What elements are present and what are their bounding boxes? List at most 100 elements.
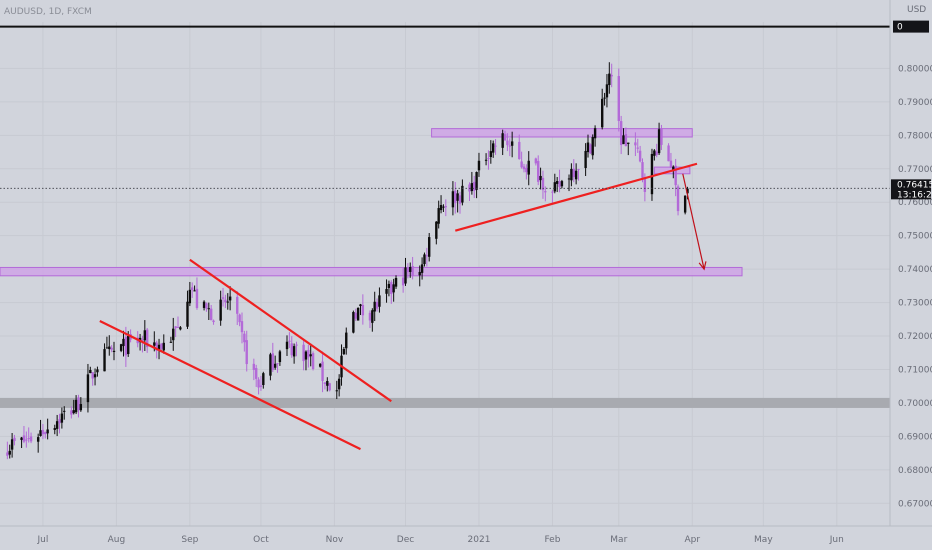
candle-body: [643, 178, 647, 192]
candle-body: [174, 326, 177, 329]
candle-body: [63, 410, 66, 412]
resistance-zone: [431, 128, 693, 138]
candle-body: [221, 297, 225, 299]
candle-body: [669, 160, 673, 168]
support-zone: [0, 266, 743, 277]
candle-body: [257, 379, 260, 388]
candle-body: [70, 410, 73, 415]
candle-body: [567, 178, 571, 180]
candle-body: [13, 437, 16, 442]
x-tick-label: Aug: [108, 535, 126, 545]
candle-body: [361, 304, 365, 316]
candle-body: [124, 336, 128, 356]
candle-body: [103, 349, 106, 372]
candle-body: [243, 333, 246, 343]
x-tick-label: Jun: [829, 535, 844, 545]
candle-body: [534, 158, 538, 164]
candle-body: [477, 160, 481, 171]
candle-body: [219, 299, 222, 321]
candle-body: [212, 320, 215, 323]
candle-body: [352, 312, 355, 333]
candle-body: [288, 340, 291, 342]
candle-body: [278, 351, 282, 363]
candle-body: [285, 341, 289, 350]
candle-body: [458, 195, 462, 204]
candle-body: [46, 429, 49, 434]
y-tick-label: 0.70000: [898, 399, 932, 409]
x-tick-label: Jul: [36, 535, 48, 545]
candle-body: [309, 354, 312, 357]
candle-body: [58, 419, 61, 424]
candle-body: [406, 267, 410, 273]
candle-body: [375, 301, 379, 309]
candle-body: [574, 170, 578, 180]
candle-body: [390, 282, 393, 294]
candle-body: [269, 354, 272, 376]
candle-body: [610, 74, 613, 77]
candle-body: [25, 439, 28, 441]
candle-body: [418, 271, 421, 276]
y-tick-label: 0.67000: [898, 499, 932, 509]
candle-body: [342, 348, 346, 355]
candle-body: [202, 301, 206, 308]
candle-body: [404, 267, 407, 284]
x-tick-label: Nov: [326, 535, 344, 545]
candle-body: [577, 169, 580, 171]
y-tick-label: 0.72000: [898, 332, 932, 342]
candle-body: [160, 343, 163, 349]
candle-body: [27, 438, 30, 440]
y-axis[interactable]: 0.80000 0.79000 0.78000 0.77000 0.76000 0.750…: [889, 0, 932, 526]
candle-body: [122, 338, 125, 347]
candle-body: [667, 145, 670, 162]
candle-body: [191, 287, 194, 291]
candle-body: [619, 121, 623, 146]
candle-body: [105, 347, 109, 349]
projection-arrow-shaft: [682, 173, 705, 270]
candle-body: [636, 147, 639, 149]
candle-body: [591, 137, 594, 156]
candle-body: [228, 296, 232, 301]
candle-body: [36, 437, 40, 442]
candle-body: [53, 428, 56, 430]
candle-body: [323, 382, 327, 384]
candle-body: [162, 342, 165, 351]
candle-body: [541, 177, 545, 191]
candle-body: [145, 329, 149, 348]
candle-body: [302, 344, 305, 362]
candle-body: [20, 437, 23, 441]
candle-body: [454, 190, 457, 204]
current-price-label: 0.76415: [897, 180, 932, 190]
candle-body: [153, 342, 156, 346]
candle-body: [96, 369, 99, 373]
candle-body: [22, 435, 26, 442]
candle-body: [518, 141, 521, 160]
candle-body: [385, 288, 388, 294]
candle-body: [205, 303, 208, 309]
top-line-badge: [893, 20, 929, 33]
candle-body: [110, 347, 113, 350]
candle-body: [321, 361, 324, 381]
y-tick-label: 0.73000: [898, 299, 932, 309]
candle-body: [586, 142, 590, 153]
candle-body: [627, 142, 630, 144]
candle-body: [608, 73, 611, 86]
candle-body: [617, 76, 620, 121]
candle-body: [371, 310, 374, 323]
candle-body: [676, 186, 680, 212]
candle-body: [72, 410, 75, 414]
y-tick-label: 0.71000: [898, 365, 932, 375]
candle-body: [601, 98, 604, 128]
candle-body: [86, 374, 90, 403]
candle-body: [622, 135, 625, 145]
candle-body: [508, 145, 511, 147]
candle-body: [461, 185, 464, 203]
candle-body: [560, 181, 564, 187]
y-tick-label: 0.74000: [898, 265, 932, 275]
candle-body: [318, 363, 322, 367]
y-tick-label: 0.76000: [898, 198, 932, 208]
candle-body: [394, 277, 398, 287]
candle-body: [387, 283, 391, 288]
candle-body: [401, 277, 405, 286]
candle-body: [91, 372, 94, 379]
